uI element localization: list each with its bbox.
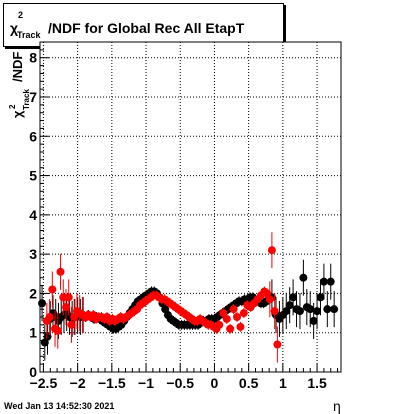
data-point-red <box>265 295 274 304</box>
data-point-black <box>306 305 315 314</box>
data-point-red <box>270 307 279 316</box>
x-tick-label: −0.5 <box>166 375 194 391</box>
data-point-red <box>219 309 228 318</box>
data-point-black <box>323 305 332 314</box>
ylabel-sub: Track <box>22 89 31 110</box>
y-tick-label: 6 <box>29 128 37 144</box>
title-sup: 2 <box>18 10 23 20</box>
y-tick-label: 3 <box>29 246 37 262</box>
data-point-black <box>309 316 318 325</box>
data-point-red <box>222 314 231 323</box>
x-tick-label: 0.5 <box>239 375 259 391</box>
x-tick-label: 1 <box>279 375 287 391</box>
y-tick-label: 2 <box>29 285 37 301</box>
data-point-black <box>313 307 322 316</box>
y-tick-label: 7 <box>29 89 37 105</box>
x-tick-label: 0 <box>211 375 219 391</box>
data-point-red <box>273 340 282 349</box>
data-point-red <box>233 313 242 321</box>
data-point-black <box>282 307 291 316</box>
data-point-black <box>330 305 339 314</box>
y-tick-label: 5 <box>29 168 37 184</box>
data-points <box>38 232 339 363</box>
chart-title-box <box>3 3 284 47</box>
data-point-black <box>38 299 47 308</box>
x-tick-label: 1.5 <box>307 375 327 391</box>
y-axis-label: χ 2 Track /NDF <box>8 52 31 118</box>
title-chi: χ <box>10 20 18 36</box>
y-tick-label: 0 <box>29 364 37 380</box>
x-tick-label: −1 <box>138 375 154 391</box>
title-sub: Track <box>17 30 42 40</box>
x-tick-label: −2.5 <box>30 375 58 391</box>
data-point-red <box>53 326 62 335</box>
title-rest: /NDF for Global Rec All EtapT <box>48 20 245 36</box>
y-tick-label: 4 <box>29 207 37 223</box>
data-point-black <box>299 273 308 282</box>
data-point-black <box>285 301 294 310</box>
y-tick-label: 1 <box>29 325 37 341</box>
data-point-red <box>59 293 68 302</box>
data-point-red <box>267 246 276 255</box>
chart-title: χ 2 Track /NDF for Global Rec All EtapT <box>10 10 245 40</box>
data-point-black <box>289 293 298 302</box>
ylabel-chi: χ <box>10 110 25 118</box>
data-point-red <box>239 309 248 318</box>
data-point-black <box>295 307 304 316</box>
data-point-red <box>56 267 65 276</box>
data-point-red <box>64 293 73 302</box>
data-point-black <box>316 293 325 302</box>
data-point-black <box>319 277 328 286</box>
data-point-red <box>61 303 70 312</box>
y-tick-label: 8 <box>29 50 37 66</box>
data-point-red <box>229 305 238 314</box>
svg-text:χ: χ <box>10 20 18 36</box>
axes: −2.5 −2 −1.5 −1 −0.5 0 0.5 1 1.5 0 1 2 3 4 5 6 7 8 <box>29 41 342 391</box>
timestamp: Wed Jan 13 14:52:30 2021 <box>4 401 115 411</box>
data-point-black <box>326 277 335 286</box>
ylabel-sup: 2 <box>8 104 17 109</box>
data-point-red <box>48 285 57 294</box>
x-tick-label: −2 <box>70 375 86 391</box>
x-tick-label: −1.5 <box>98 375 126 391</box>
data-point-red <box>67 320 76 329</box>
x-axis-label: η <box>333 398 341 414</box>
data-point-red <box>45 313 54 321</box>
data-point-red <box>215 320 224 329</box>
ylabel-rest: /NDF <box>10 52 25 82</box>
data-point-red <box>226 324 235 333</box>
data-point-red <box>236 322 245 331</box>
